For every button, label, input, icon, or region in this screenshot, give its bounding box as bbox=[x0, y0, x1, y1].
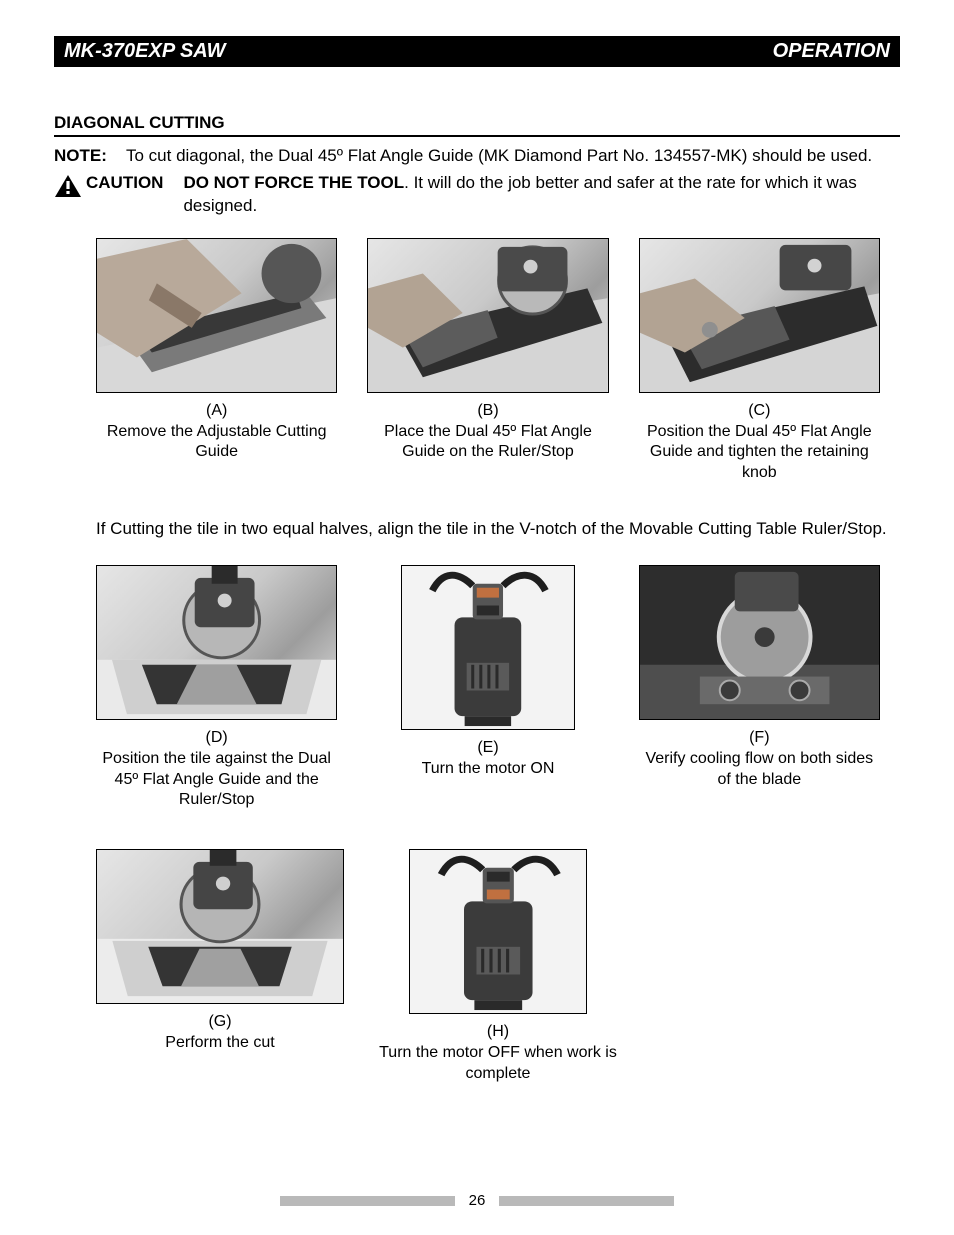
note-block: NOTE: To cut diagonal, the Dual 45º Flat… bbox=[54, 145, 900, 168]
header-left: MK-370EXP SAW bbox=[64, 40, 226, 63]
figure-d-image bbox=[96, 565, 337, 720]
note-text: To cut diagonal, the Dual 45º Flat Angle… bbox=[126, 145, 872, 168]
figure-f-image bbox=[639, 565, 880, 720]
figure-a-caption: Remove the Adjustable Cutting Guide bbox=[96, 422, 337, 464]
figure-e-image bbox=[401, 565, 575, 730]
figure-row-3: (G) Perform the cut (H) Turn the motor O… bbox=[96, 849, 900, 1084]
footer-bar-left bbox=[280, 1196, 455, 1206]
figure-e: (E) Turn the motor ON bbox=[367, 565, 608, 811]
figure-row-2: (D) Position the tile against the Dual 4… bbox=[96, 565, 880, 811]
footer-bar-right bbox=[499, 1196, 674, 1206]
figure-d-letter: (D) bbox=[96, 728, 337, 749]
figure-f: (F) Verify cooling flow on both sides of… bbox=[639, 565, 880, 811]
figure-b-caption: Place the Dual 45º Flat Angle Guide on t… bbox=[367, 422, 608, 464]
figure-e-caption: Turn the motor ON bbox=[367, 759, 608, 780]
page-number: 26 bbox=[469, 1192, 486, 1209]
figure-b: (B) Place the Dual 45º Flat Angle Guide … bbox=[367, 238, 608, 484]
figure-g: (G) Perform the cut bbox=[96, 849, 344, 1084]
figure-g-caption: Perform the cut bbox=[96, 1033, 344, 1054]
figure-c-image bbox=[639, 238, 880, 393]
figure-b-image bbox=[367, 238, 608, 393]
warning-icon bbox=[54, 174, 82, 198]
figure-a: (A) Remove the Adjustable Cutting Guide bbox=[96, 238, 337, 484]
caution-strong: DO NOT FORCE THE TOOL bbox=[183, 173, 404, 192]
section-title: DIAGONAL CUTTING bbox=[54, 113, 900, 137]
figure-a-image bbox=[96, 238, 337, 393]
note-label: NOTE: bbox=[54, 145, 126, 168]
mid-paragraph: If Cutting the tile in two equal halves,… bbox=[96, 518, 900, 541]
figure-d: (D) Position the tile against the Dual 4… bbox=[96, 565, 337, 811]
figure-g-image bbox=[96, 849, 344, 1004]
figure-e-letter: (E) bbox=[367, 738, 608, 759]
header-right: OPERATION bbox=[773, 40, 890, 63]
caution-row: CAUTION DO NOT FORCE THE TOOL. It will d… bbox=[54, 172, 900, 218]
figure-b-letter: (B) bbox=[367, 401, 608, 422]
figure-d-caption: Position the tile against the Dual 45º F… bbox=[96, 749, 337, 811]
figure-h-caption: Turn the motor OFF when work is complete bbox=[374, 1043, 622, 1085]
figure-f-letter: (F) bbox=[639, 728, 880, 749]
figure-c: (C) Position the Dual 45º Flat Angle Gui… bbox=[639, 238, 880, 484]
figure-row-1: (A) Remove the Adjustable Cutting Guide … bbox=[96, 238, 880, 484]
caution-text: DO NOT FORCE THE TOOL. It will do the jo… bbox=[183, 172, 900, 218]
figure-h-image bbox=[409, 849, 588, 1014]
figure-a-letter: (A) bbox=[96, 401, 337, 422]
figure-c-caption: Position the Dual 45º Flat Angle Guide a… bbox=[639, 422, 880, 484]
figure-g-letter: (G) bbox=[96, 1012, 344, 1033]
figure-f-caption: Verify cooling flow on both sides of the… bbox=[639, 749, 880, 791]
header-bar: MK-370EXP SAW OPERATION bbox=[54, 36, 900, 67]
figure-h-letter: (H) bbox=[374, 1022, 622, 1043]
caution-label: CAUTION bbox=[86, 172, 163, 195]
figure-c-letter: (C) bbox=[639, 401, 880, 422]
page-footer: 26 bbox=[0, 1192, 954, 1209]
figure-h: (H) Turn the motor OFF when work is comp… bbox=[374, 849, 622, 1084]
